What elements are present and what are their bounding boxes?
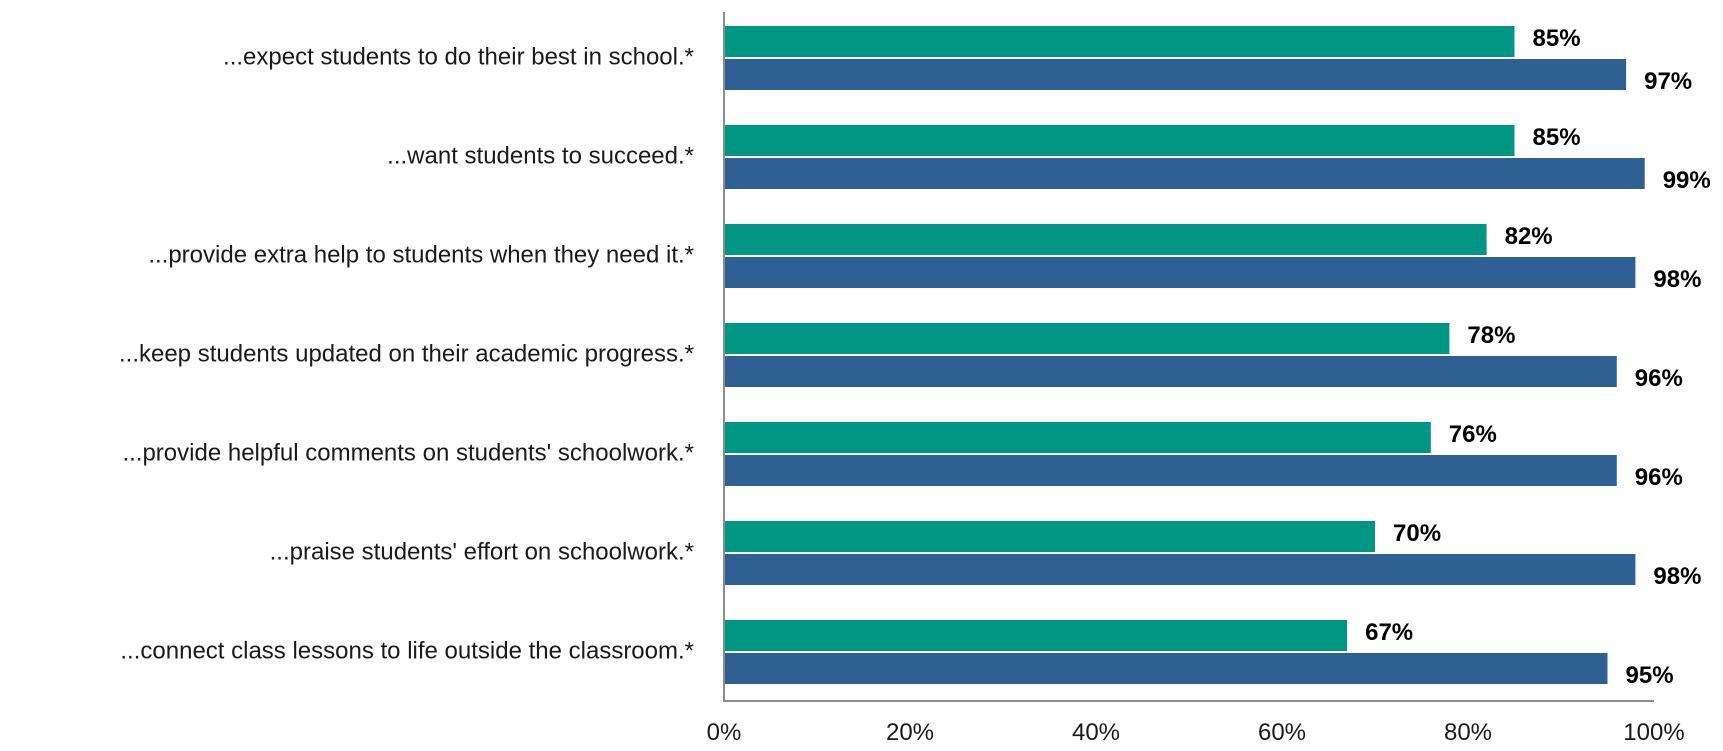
category-label: ...keep students updated on their academ…: [119, 340, 694, 367]
data-label: 98%: [1653, 266, 1701, 293]
data-label: 95%: [1626, 662, 1674, 689]
category-label: ...expect students to do their best in s…: [223, 43, 694, 70]
x-tick-label: 20%: [886, 719, 934, 746]
x-tick-label: 100%: [1623, 719, 1684, 746]
bar-series-1: [724, 224, 1487, 255]
category-label: ...want students to succeed.*: [387, 142, 694, 169]
bar-series-1: [724, 26, 1515, 57]
data-label: 97%: [1644, 68, 1692, 95]
data-label: 82%: [1505, 223, 1553, 250]
category-labels: ...expect students to do their best in s…: [119, 43, 694, 664]
x-tick-label: 0%: [707, 719, 742, 746]
data-label: 78%: [1467, 322, 1515, 349]
bars-layer: [724, 26, 1645, 684]
value-labels: 85% 97% 85% 99% 82% 98% 78% 96% 76% 96% 70% 98% 67% 9…: [1365, 25, 1711, 689]
data-label: 76%: [1449, 421, 1497, 448]
data-label: 96%: [1635, 365, 1683, 392]
data-label: 67%: [1365, 619, 1413, 646]
bar-series-2: [724, 554, 1636, 585]
bar-series-2: [724, 653, 1608, 684]
x-tick-label: 40%: [1072, 719, 1120, 746]
x-tick-label: 60%: [1258, 719, 1306, 746]
bar-series-2: [724, 356, 1617, 387]
bar-series-1: [724, 125, 1515, 156]
bar-series-1: [724, 521, 1375, 552]
bar-series-1: [724, 323, 1450, 354]
x-tick-label: 80%: [1444, 719, 1492, 746]
bar-series-2: [724, 257, 1636, 288]
bar-series-2: [724, 158, 1645, 189]
data-label: 85%: [1533, 124, 1581, 151]
category-label: ...provide extra help to students when t…: [148, 241, 694, 268]
data-label: 96%: [1635, 464, 1683, 491]
bar-series-2: [724, 455, 1617, 486]
data-label: 85%: [1533, 25, 1581, 52]
data-label: 70%: [1393, 520, 1441, 547]
category-label: ...praise students' effort on schoolwork…: [270, 538, 694, 565]
x-tick-labels: 0% 20% 40% 60% 80% 100%: [707, 719, 1685, 746]
bar-series-1: [724, 620, 1348, 651]
bar-series-2: [724, 59, 1627, 90]
data-label: 99%: [1663, 167, 1711, 194]
bar-series-1: [724, 422, 1431, 453]
data-label: 98%: [1653, 563, 1701, 590]
category-label: ...connect class lessons to life outside…: [120, 637, 694, 664]
category-label: ...provide helpful comments on students'…: [122, 439, 694, 466]
